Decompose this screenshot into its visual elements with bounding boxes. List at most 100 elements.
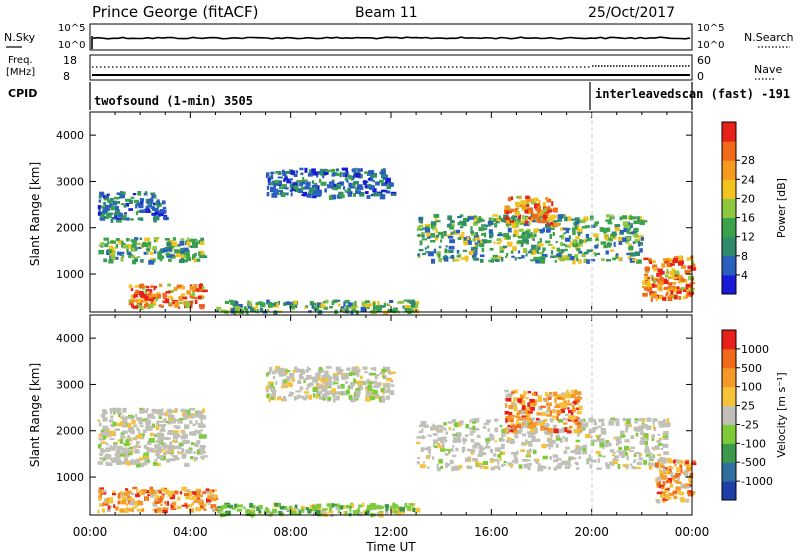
power-cell	[179, 241, 185, 246]
power-cell	[576, 248, 581, 252]
velocity-cell	[547, 393, 551, 399]
power-cell	[140, 293, 147, 299]
power-cell	[583, 216, 589, 222]
power-cell	[338, 303, 341, 307]
velocity-cell	[115, 506, 119, 511]
velocity-cell	[634, 452, 637, 457]
velocity-cell	[113, 444, 117, 449]
velocity-cell	[595, 450, 601, 455]
power-cell	[143, 251, 149, 255]
velocity-cell	[553, 391, 558, 397]
power-cell	[590, 248, 594, 252]
velocity-cell	[447, 421, 453, 424]
velocity-cell	[569, 464, 572, 467]
power-cell	[522, 214, 525, 220]
velocity-cell	[327, 396, 332, 401]
velocity-cell	[470, 439, 475, 443]
velocity-cell	[347, 386, 350, 389]
velocity-cell	[505, 427, 508, 432]
power-cell	[625, 240, 630, 244]
velocity-cell	[116, 445, 122, 451]
power-cell	[381, 168, 384, 172]
power-cell	[233, 310, 237, 315]
velocity-cell	[283, 506, 288, 510]
power-cell	[663, 258, 669, 262]
velocity-cell	[513, 459, 519, 464]
power-cell	[675, 290, 682, 294]
velocity-cell	[569, 394, 575, 398]
velocity-cell	[527, 463, 532, 466]
velocity-cell	[124, 496, 130, 500]
velocity-cell	[350, 371, 356, 376]
power-cell	[186, 253, 189, 256]
power-cell	[133, 294, 138, 298]
velocity-cell	[527, 391, 532, 394]
velocity-cell	[185, 505, 189, 509]
power-cell	[153, 237, 159, 243]
power-cell	[157, 251, 163, 257]
power-cell	[545, 213, 551, 216]
velocity-cell	[454, 422, 459, 428]
power-cell	[197, 287, 203, 293]
velocity-cell	[114, 428, 120, 431]
power-cell	[463, 240, 468, 246]
velocity-cell	[364, 380, 367, 386]
power-cell	[504, 205, 510, 211]
power-cell	[506, 235, 511, 240]
velocity-cell	[658, 425, 665, 428]
power-cell	[305, 305, 309, 309]
velocity-cell	[351, 503, 354, 508]
velocity-cell	[661, 476, 667, 480]
velocity-cell	[489, 448, 493, 453]
velocity-cell	[506, 429, 510, 435]
velocity-cell	[662, 433, 669, 439]
x-tick-label-3: 12:00	[374, 525, 409, 539]
power-cell	[132, 305, 139, 309]
power-cell	[614, 228, 621, 232]
power-cell	[147, 292, 152, 298]
power-cell	[355, 190, 362, 194]
velocity-cell	[128, 499, 131, 505]
velocity-cell	[340, 374, 343, 377]
power-cell	[604, 234, 609, 238]
power-cell	[147, 202, 151, 206]
power-cell	[382, 174, 389, 177]
power-cell	[238, 304, 243, 308]
power-cell	[106, 250, 110, 255]
velocity-cell	[555, 435, 560, 438]
velocity-cell	[663, 458, 668, 461]
power-cell	[492, 254, 498, 258]
velocity-cell	[375, 374, 380, 377]
velocity-cell	[656, 485, 661, 488]
velocity-cell	[490, 466, 495, 471]
velocity-cell	[325, 366, 332, 369]
velocity-cell	[577, 422, 581, 425]
power-cell	[430, 240, 436, 243]
power-cell	[165, 252, 170, 256]
velocity-cell	[609, 449, 615, 453]
power-cell	[334, 173, 340, 177]
velocity-cell	[561, 460, 566, 465]
velocity-cell	[537, 399, 542, 402]
velocity-cell	[210, 497, 215, 501]
power-cell	[138, 298, 142, 302]
power-cell	[467, 218, 470, 222]
power-cell	[548, 205, 551, 209]
power-cell	[481, 247, 485, 253]
power-cell	[367, 178, 371, 181]
velocity-cell	[127, 434, 130, 439]
power-cell	[320, 304, 326, 308]
velocity-cell	[548, 447, 551, 450]
power-cell	[289, 178, 293, 181]
power-cell	[574, 217, 580, 222]
velocity-cell	[322, 384, 326, 388]
power-cell	[192, 254, 197, 257]
velocity-cell	[432, 444, 436, 447]
power-cell	[475, 243, 480, 246]
velocity-cell	[568, 457, 571, 462]
velocity-cell	[549, 392, 553, 396]
velocity-cell	[102, 502, 109, 506]
power-cell	[275, 181, 279, 186]
velocity-cell	[384, 504, 389, 508]
